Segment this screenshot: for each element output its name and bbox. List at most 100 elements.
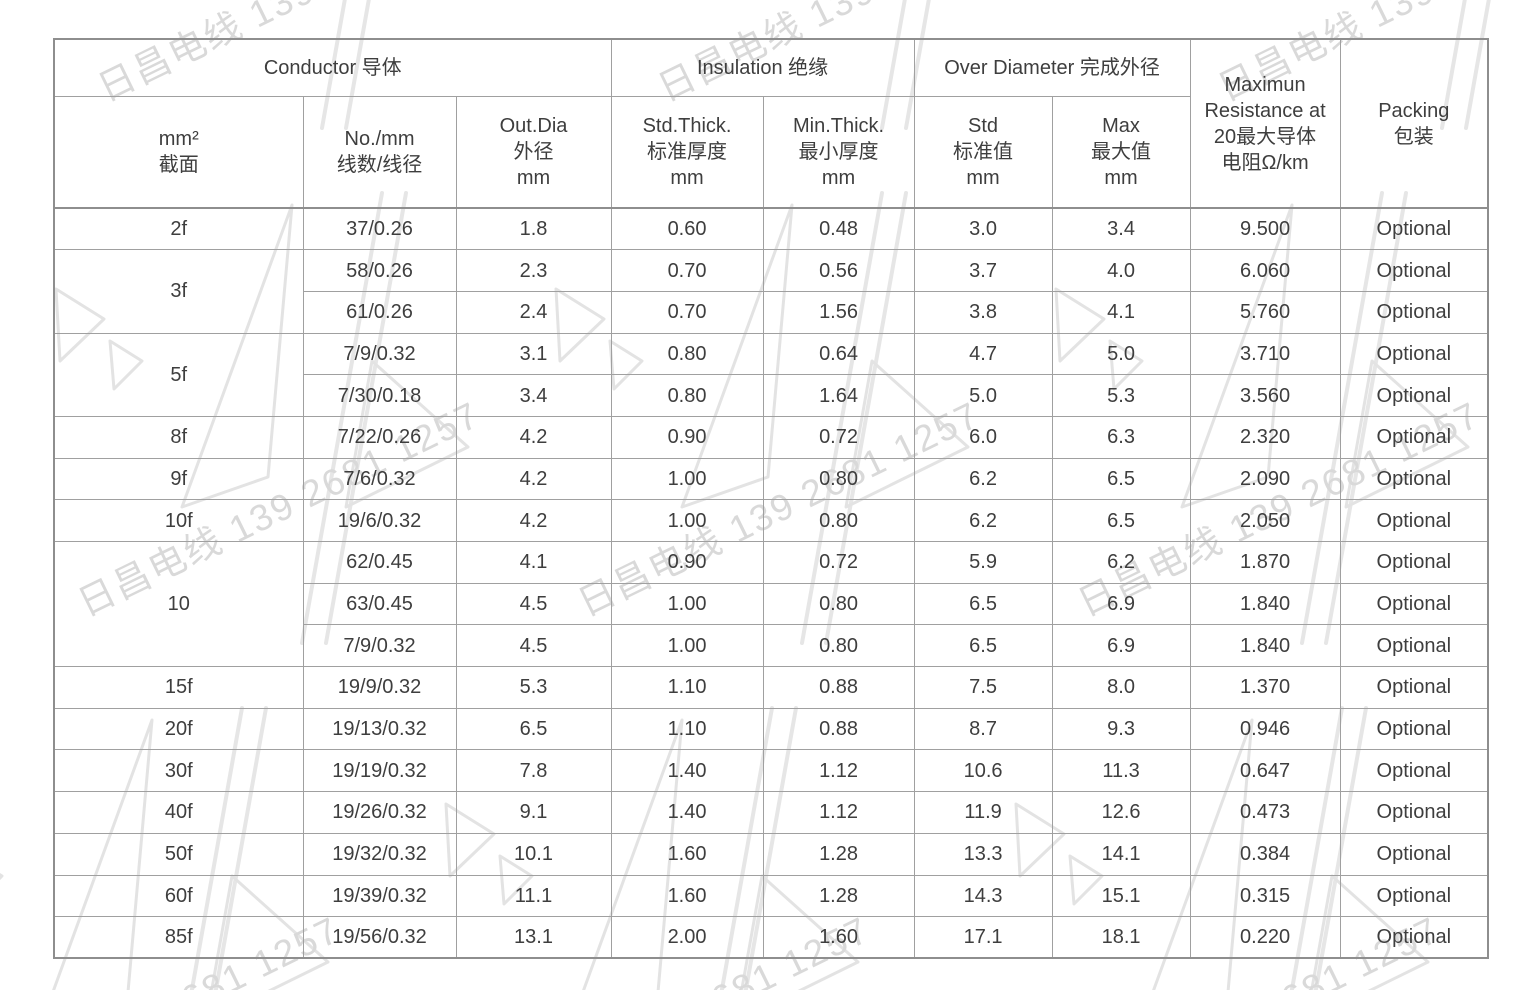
table-cell: 19/26/0.32 (302, 791, 457, 834)
table-cell: 2.4 (455, 290, 612, 334)
table-cell: 3.560 (1189, 374, 1341, 417)
table-cell: 9.3 (1051, 707, 1191, 751)
table-cell: 3.1 (455, 332, 612, 376)
table-cell: 7/30/0.18 (302, 374, 457, 417)
table-cell: 1.56 (762, 290, 915, 334)
header-insulation-group: Insulation 绝缘 (610, 38, 915, 97)
table-row: 85f 19/56/0.32 13.1 2.00 1.60 17.1 18.1 0.220 Op… (53, 916, 1489, 959)
header-conductor-group: Conductor 导体 (53, 38, 612, 97)
table-cell: 8f (53, 415, 304, 459)
table-cell: 4.2 (455, 499, 612, 542)
table-cell: 4.7 (913, 332, 1053, 376)
table-cell: 1.8 (455, 207, 612, 251)
table-cell: 15.1 (1051, 874, 1191, 918)
table-cell: 1.10 (610, 707, 764, 751)
table-cell: 1.00 (610, 499, 764, 542)
table-cell: 1.00 (610, 457, 764, 501)
table-row: 10f 19/6/0.32 4.2 1.00 0.80 6.2 6.5 2.050 Option… (53, 499, 1489, 542)
table-cell: 1.60 (610, 832, 764, 876)
table-cell: 6.5 (1051, 457, 1191, 501)
table-cell: 37/0.26 (302, 207, 457, 251)
table-cell: 7/9/0.32 (302, 624, 457, 668)
header-std-thick: Std.Thick. 标准厚度 mm (610, 95, 764, 209)
table-cell: 1.28 (762, 832, 915, 876)
table-cell: 7/22/0.26 (302, 415, 457, 459)
table-cell: 4.1 (1051, 290, 1191, 334)
table-cell: 0.220 (1189, 916, 1341, 959)
table-cell: Optional (1339, 874, 1489, 918)
table-cell: 0.473 (1189, 791, 1341, 834)
table-cell: 9.500 (1189, 207, 1341, 251)
table-cell: 6.060 (1189, 249, 1341, 292)
table-cell: 5.0 (913, 374, 1053, 417)
table-cell: 85f (53, 916, 304, 959)
table-cell: 2.050 (1189, 499, 1341, 542)
table-row: 20f 19/13/0.32 6.5 1.10 0.88 8.7 9.3 0.946 Optio… (53, 707, 1489, 751)
table-row: 60f 19/39/0.32 11.1 1.60 1.28 14.3 15.1 0.315 Op… (53, 874, 1489, 918)
table-cell: 3.4 (1051, 207, 1191, 251)
table-row: 8f 7/22/0.26 4.2 0.90 0.72 6.0 6.3 2.320 Optiona… (53, 415, 1489, 459)
table-cell: 5.3 (455, 666, 612, 709)
table-cell: Optional (1339, 541, 1489, 584)
table-cell: 60f (53, 874, 304, 918)
header-packing: Packing 包装 (1339, 38, 1489, 209)
table-cell: 1.10 (610, 666, 764, 709)
table-cell: 1.64 (762, 374, 915, 417)
header-od-std: Std 标准值 mm (913, 95, 1053, 209)
table-cell: 0.90 (610, 415, 764, 459)
table-cell: 10.6 (913, 749, 1053, 793)
header-max-resistance: Maximun Resistance at 20最大导体 电阻Ω/km (1189, 38, 1341, 209)
table-cell: 6.9 (1051, 624, 1191, 668)
table-row: 15f 19/9/0.32 5.3 1.10 0.88 7.5 8.0 1.370 Option… (53, 666, 1489, 709)
table-cell: Optional (1339, 916, 1489, 959)
table-cell: Optional (1339, 499, 1489, 542)
table-cell: 19/6/0.32 (302, 499, 457, 542)
table-cell: 6.9 (1051, 582, 1191, 626)
table-cell: 6.5 (1051, 499, 1191, 542)
table-cell: 4.5 (455, 582, 612, 626)
table-cell: 1.40 (610, 749, 764, 793)
table-cell: 3.0 (913, 207, 1053, 251)
table-cell: 13.1 (455, 916, 612, 959)
table-cell: 3.7 (913, 249, 1053, 292)
table-cell: 50f (53, 832, 304, 876)
table-cell: 0.80 (762, 457, 915, 501)
table-cell: 3f (53, 249, 304, 334)
table-cell: 9f (53, 457, 304, 501)
table-cell: 10.1 (455, 832, 612, 876)
table-cell: 12.6 (1051, 791, 1191, 834)
table-cell: 2.090 (1189, 457, 1341, 501)
table-cell: 4.0 (1051, 249, 1191, 292)
table-cell: Optional (1339, 332, 1489, 376)
table-cell: 0.88 (762, 666, 915, 709)
table-cell: Optional (1339, 582, 1489, 626)
header-cross-section: mm² 截面 (53, 95, 304, 209)
table-cell: 7.5 (913, 666, 1053, 709)
table-row: 50f 19/32/0.32 10.1 1.60 1.28 13.3 14.1 0.384 Op… (53, 832, 1489, 876)
table-cell: 20f (53, 707, 304, 751)
table-cell: 15f (53, 666, 304, 709)
table-cell: 17.1 (913, 916, 1053, 959)
table-cell: 1.00 (610, 582, 764, 626)
table-cell: 6.3 (1051, 415, 1191, 459)
table-cell: 18.1 (1051, 916, 1191, 959)
table-cell: 1.840 (1189, 624, 1341, 668)
table-cell: 6.5 (455, 707, 612, 751)
table-cell: 5f (53, 332, 304, 417)
table-cell: 5.0 (1051, 332, 1191, 376)
table-cell: 14.1 (1051, 832, 1191, 876)
table-row: 2f 37/0.26 1.8 0.60 0.48 3.0 3.4 9.500 Optional (53, 207, 1489, 251)
table-cell: 10 (53, 540, 304, 668)
table-cell: 0.70 (610, 290, 764, 334)
table-cell: 4.2 (455, 415, 612, 459)
table-cell: 1.60 (610, 874, 764, 918)
table-cell: 30f (53, 749, 304, 793)
table-cell: 1.840 (1189, 582, 1341, 626)
table-cell: 11.3 (1051, 749, 1191, 793)
header-od-max: Max 最大值 mm (1051, 95, 1191, 209)
table-cell: 62/0.45 (302, 541, 457, 584)
table-cell: 19/39/0.32 (302, 874, 457, 918)
table-cell: 8.0 (1051, 666, 1191, 709)
table-cell: Optional (1339, 749, 1489, 793)
